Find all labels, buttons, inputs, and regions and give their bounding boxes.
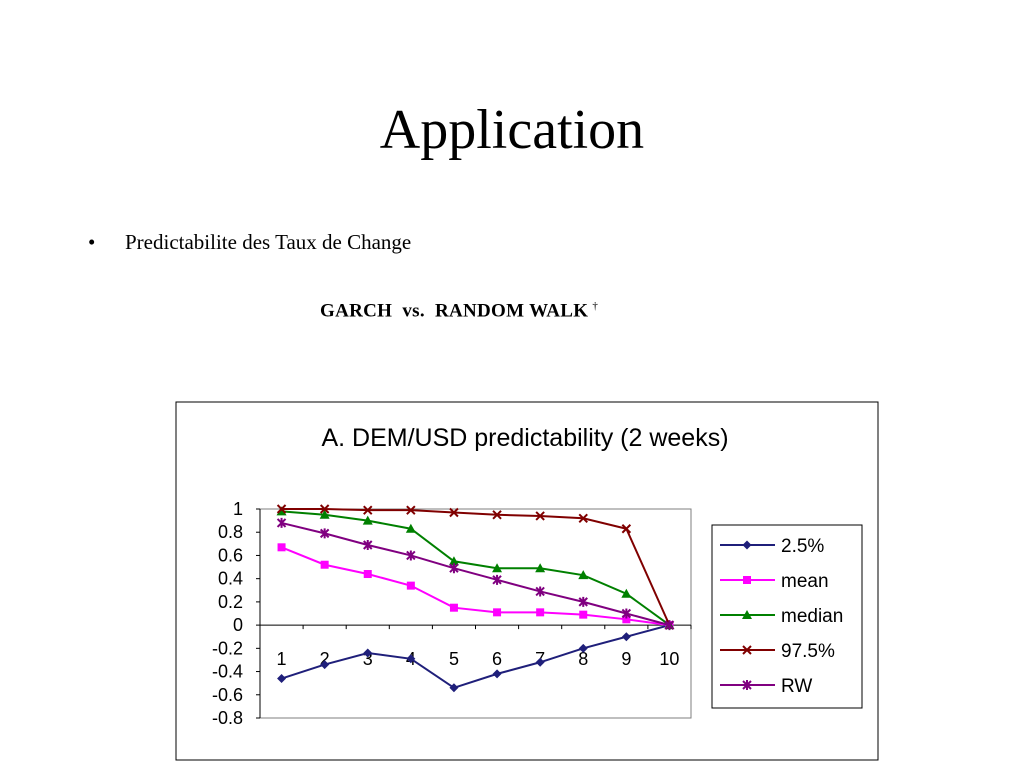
x-tick-label: 10 <box>659 649 679 669</box>
data-point <box>449 603 458 612</box>
legend-label: 2.5% <box>781 536 824 557</box>
series-line <box>281 521 670 627</box>
chart-caption: GARCH vs. RANDOM WALK † <box>320 300 598 322</box>
dagger-mark: † <box>592 300 599 312</box>
data-point <box>742 610 752 619</box>
y-tick-label: 0.6 <box>218 545 243 565</box>
data-point <box>578 570 589 580</box>
x-tick-label: 9 <box>621 649 631 669</box>
data-point <box>535 563 546 573</box>
data-point <box>579 610 588 619</box>
data-point <box>492 510 502 520</box>
legend-box <box>711 524 863 709</box>
bullet-text: Predictabilite des Taux de Change <box>125 230 412 254</box>
x-tick-label: 3 <box>363 649 373 669</box>
data-point <box>622 615 631 624</box>
data-point <box>405 523 416 533</box>
data-point <box>449 563 459 574</box>
slide-title: Application <box>379 99 645 161</box>
data-point <box>621 524 632 534</box>
x-tick-label: 2 <box>320 649 330 669</box>
data-point <box>535 657 545 667</box>
y-tick-label: -0.8 <box>212 708 243 728</box>
data-point <box>406 550 416 561</box>
legend-entry: RW <box>720 676 812 697</box>
data-point <box>320 660 330 670</box>
legend-entry: 2.5% <box>720 536 824 557</box>
data-point <box>363 570 372 579</box>
legend-entry: mean <box>720 571 829 592</box>
data-point <box>319 504 330 514</box>
data-point <box>492 563 503 573</box>
x-tick-label: 8 <box>578 649 588 669</box>
data-point <box>536 608 545 617</box>
chart-caption-text: GARCH vs. RANDOM WALK <box>320 300 589 322</box>
data-point <box>492 574 502 585</box>
series-line <box>281 508 671 626</box>
y-tick-label: -0.4 <box>212 662 243 682</box>
data-point <box>742 540 752 550</box>
y-tick-label: 0.4 <box>218 569 243 589</box>
data-point <box>406 581 415 590</box>
legend-label: 97.5% <box>781 641 835 662</box>
data-point <box>492 669 502 679</box>
data-point <box>319 528 330 539</box>
data-point <box>362 515 373 525</box>
data-point <box>493 608 502 617</box>
data-point <box>449 507 459 518</box>
legend-label: mean <box>781 571 829 592</box>
data-point <box>578 513 588 523</box>
legend-entry: 97.5% <box>720 641 835 662</box>
y-tick-label: 0 <box>233 615 243 635</box>
series-line <box>281 546 670 627</box>
y-tick-label: -0.6 <box>212 685 243 705</box>
data-point <box>276 517 287 528</box>
y-tick-label: -0.2 <box>212 638 243 658</box>
legend-label: median <box>781 606 843 627</box>
data-point <box>621 608 632 619</box>
data-point <box>448 556 459 566</box>
data-point <box>276 504 287 514</box>
legend-label: RW <box>781 676 812 697</box>
data-point <box>277 543 286 552</box>
y-tick-label: 0.8 <box>218 522 243 542</box>
y-tick-label: 0.2 <box>218 592 243 612</box>
data-point <box>743 576 751 584</box>
plot-area <box>259 508 692 719</box>
x-tick-label: 5 <box>449 649 459 669</box>
data-point <box>742 680 752 690</box>
data-point <box>578 596 588 607</box>
data-point <box>363 505 373 515</box>
series-line <box>281 510 671 626</box>
data-point <box>319 509 330 519</box>
bullet-item: • Predictabilite des Taux de Change <box>88 230 411 255</box>
bullet-marker: • <box>88 230 96 254</box>
data-point <box>406 505 416 515</box>
data-point <box>277 674 287 684</box>
legend-entry: median <box>720 606 843 627</box>
data-point <box>664 620 675 631</box>
data-point <box>535 586 545 597</box>
data-point <box>621 588 632 598</box>
x-tick-label: 1 <box>277 649 287 669</box>
data-point <box>621 632 631 642</box>
series-line <box>281 624 670 689</box>
data-point <box>742 645 752 655</box>
chart-title: A. DEM/USD predictability (2 weeks) <box>321 424 728 452</box>
data-point <box>363 539 373 550</box>
data-point <box>578 643 588 653</box>
data-point <box>320 560 329 569</box>
data-point <box>406 654 416 664</box>
x-tick-label: 6 <box>492 649 502 669</box>
data-point <box>449 683 459 693</box>
data-point <box>276 506 287 516</box>
series-rw <box>276 517 675 631</box>
data-point <box>535 511 545 521</box>
data-point <box>363 648 373 658</box>
y-tick-label: 1 <box>233 499 243 519</box>
